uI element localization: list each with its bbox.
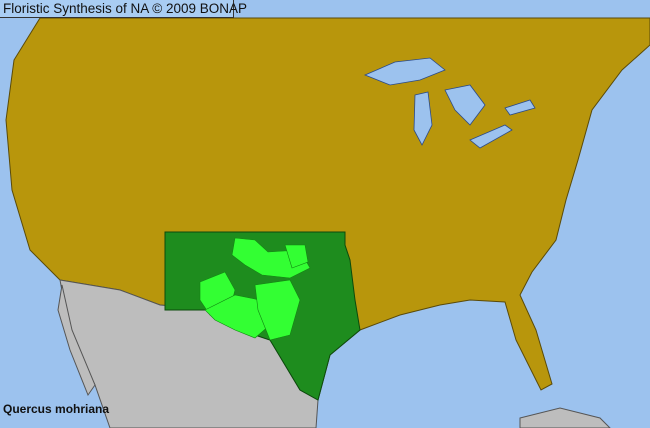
lake-superior (363, 57, 446, 86)
lake-huron (444, 84, 486, 126)
county-cluster-panhandle (231, 237, 311, 279)
species-label: Quercus mohriana (3, 402, 110, 416)
counties-present (199, 237, 311, 341)
lake-ontario (504, 99, 536, 116)
lake-michigan (413, 91, 433, 146)
map-title: Floristic Synthesis of NA © 2009 BONAP (0, 0, 247, 18)
cuba (519, 407, 611, 428)
county-cluster-tx-west (204, 294, 271, 339)
baja-california (57, 284, 96, 397)
county-cluster-tx-central (254, 279, 301, 341)
lake-erie (469, 124, 513, 149)
great-lakes (363, 57, 536, 149)
county-cluster-ok (284, 244, 309, 269)
